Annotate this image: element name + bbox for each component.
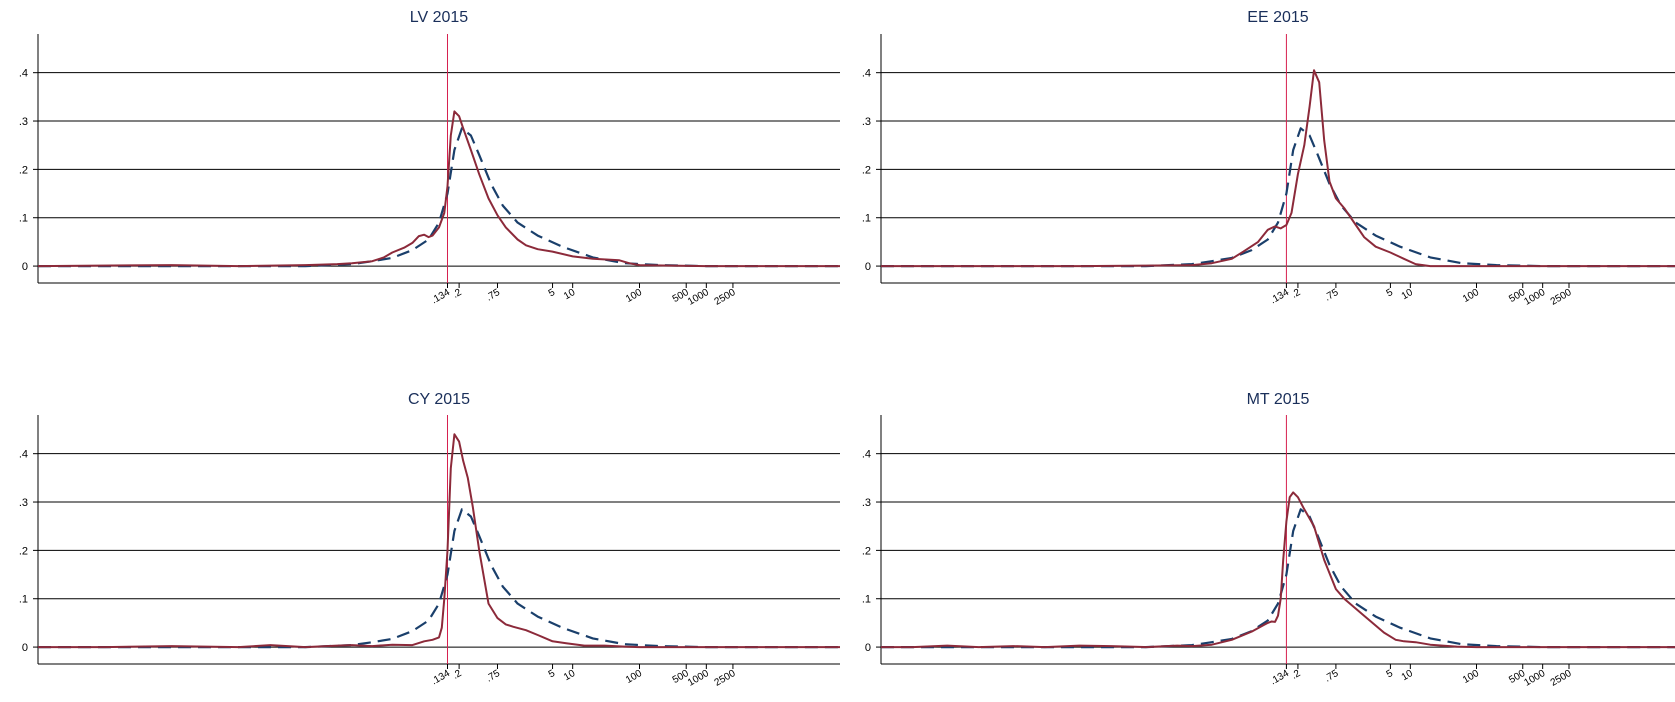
x-tick-label: 10	[562, 668, 578, 683]
x-tick-label: 10	[1400, 287, 1416, 302]
series-line-dashed	[38, 508, 840, 649]
panel-title: MT 2015	[1247, 391, 1310, 408]
x-tick-label: 2500	[713, 287, 738, 308]
x-tick-label: 100	[624, 668, 644, 686]
x-tick-label: 2500	[713, 668, 738, 689]
y-tick-label: .2	[862, 164, 871, 176]
x-tick-label: .75	[484, 287, 502, 304]
x-tick-label: 10	[562, 287, 578, 302]
x-tick-label: 1000	[1522, 668, 1547, 689]
x-tick-label: 1000	[1522, 287, 1547, 308]
x-tick-label: 5	[547, 668, 558, 681]
series-line-solid	[881, 69, 1675, 268]
series-line-solid	[881, 491, 1675, 649]
y-tick-label: .2	[862, 545, 871, 557]
x-tick-label: .2	[451, 668, 464, 682]
series-line-solid	[38, 433, 840, 649]
y-tick-label: .3	[19, 497, 28, 509]
x-tick-label: .75	[1323, 668, 1341, 685]
y-tick-label: .1	[19, 213, 28, 225]
x-tick-label: 1000	[686, 287, 711, 308]
x-tick-label: .75	[484, 668, 502, 685]
y-tick-label: .1	[862, 213, 871, 225]
x-tick-label: 100	[1461, 668, 1481, 686]
series-line-solid	[37, 110, 840, 268]
y-tick-label: 0	[22, 261, 28, 273]
panel-title: LV 2015	[410, 9, 469, 26]
x-tick-label: .134	[1269, 668, 1292, 687]
panel-title: CY 2015	[408, 391, 470, 408]
series-line-dashed	[38, 127, 840, 268]
panel-title: EE 2015	[1247, 9, 1308, 26]
x-tick-label: 1000	[686, 668, 711, 689]
x-tick-label: 5	[1385, 287, 1396, 300]
y-tick-label: .4	[19, 449, 28, 461]
x-tick-label: .2	[1290, 668, 1303, 682]
x-tick-label: .2	[451, 287, 464, 301]
x-tick-label: 5	[1385, 668, 1396, 681]
y-tick-label: 0	[865, 261, 871, 273]
x-tick-label: 100	[1461, 287, 1481, 305]
series-line-dashed	[881, 127, 1675, 268]
y-tick-label: .4	[19, 68, 28, 80]
y-tick-label: .2	[19, 545, 28, 557]
y-tick-label: .1	[862, 594, 871, 606]
x-tick-label: 5	[547, 287, 558, 300]
y-tick-label: .3	[19, 116, 28, 128]
y-tick-label: 0	[865, 642, 871, 654]
x-tick-label: .134	[430, 287, 453, 306]
y-tick-label: .3	[862, 116, 871, 128]
x-tick-label: .134	[1269, 287, 1292, 306]
y-tick-label: .3	[862, 497, 871, 509]
x-tick-label: .134	[430, 668, 453, 687]
x-tick-label: 2500	[1549, 668, 1574, 689]
x-tick-label: 10	[1400, 668, 1416, 683]
x-tick-label: 2500	[1549, 287, 1574, 308]
y-tick-label: .4	[862, 68, 871, 80]
y-tick-label: .4	[862, 449, 871, 461]
x-tick-label: .2	[1290, 287, 1303, 301]
y-tick-label: .2	[19, 164, 28, 176]
y-tick-label: 0	[22, 642, 28, 654]
series-line-dashed	[881, 508, 1675, 649]
x-tick-label: 100	[624, 287, 644, 305]
x-tick-label: .75	[1323, 287, 1341, 304]
y-tick-label: .1	[19, 594, 28, 606]
